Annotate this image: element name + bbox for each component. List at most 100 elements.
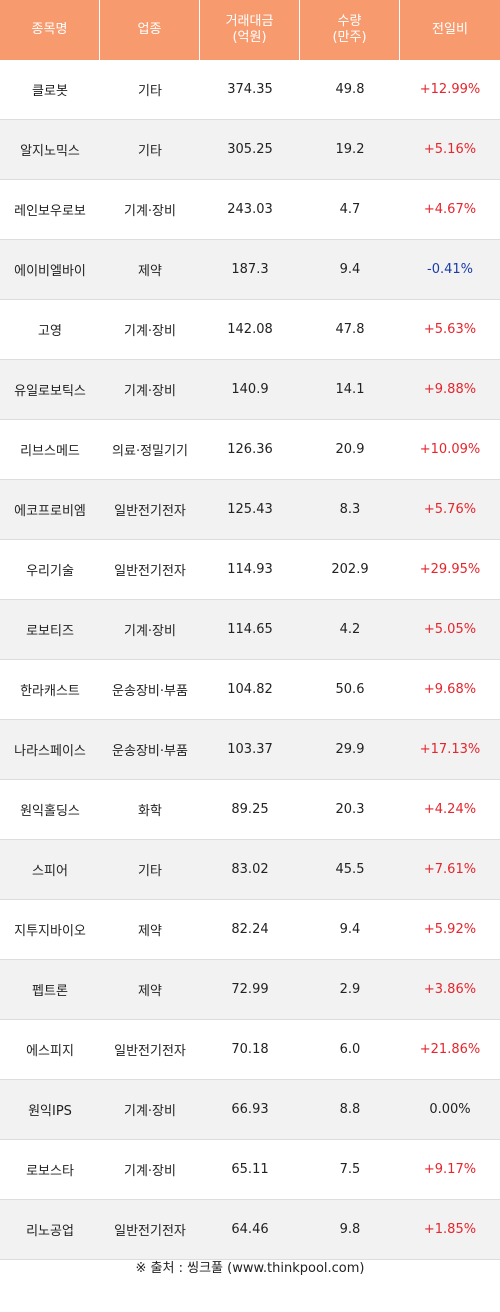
- volume-cell: 19.2: [300, 120, 400, 180]
- change-cell: +17.13%: [400, 720, 500, 780]
- header-sector: 업종: [100, 0, 200, 60]
- table-row: 에코프로비엠 일반전기전자 125.43 8.3 +5.76%: [0, 480, 500, 540]
- trading-amount-cell: 187.3: [200, 240, 300, 300]
- stock-name-cell: 스피어: [0, 840, 100, 900]
- trading-amount-cell: 305.25: [200, 120, 300, 180]
- table-row: 고영 기계·장비 142.08 47.8 +5.63%: [0, 300, 500, 360]
- table-row: 에이비엘바이 제약 187.3 9.4 -0.41%: [0, 240, 500, 300]
- trading-amount-cell: 72.99: [200, 960, 300, 1020]
- change-cell: +5.05%: [400, 600, 500, 660]
- stock-trading-table: 종목명 업종 거래대금 (억원) 수량 (만주) 전일비 클로봇 기타 374.35…: [0, 0, 500, 1260]
- table-row: 원익홀딩스 화학 89.25 20.3 +4.24%: [0, 780, 500, 840]
- volume-cell: 29.9: [300, 720, 400, 780]
- table-header: 종목명 업종 거래대금 (억원) 수량 (만주) 전일비: [0, 0, 500, 60]
- table-row: 로보티즈 기계·장비 114.65 4.2 +5.05%: [0, 600, 500, 660]
- trading-amount-cell: 140.9: [200, 360, 300, 420]
- table-row: 펩트론 제약 72.99 2.9 +3.86%: [0, 960, 500, 1020]
- trading-amount-cell: 83.02: [200, 840, 300, 900]
- stock-name-cell: 지투지바이오: [0, 900, 100, 960]
- table-body: 클로봇 기타 374.35 49.8 +12.99% 알지노믹스 기타 305.25 19.2 +…: [0, 60, 500, 1260]
- volume-cell: 14.1: [300, 360, 400, 420]
- sector-cell: 기계·장비: [100, 1080, 200, 1140]
- change-cell: +9.68%: [400, 660, 500, 720]
- sector-cell: 일반전기전자: [100, 1020, 200, 1080]
- change-cell: +29.95%: [400, 540, 500, 600]
- change-cell: +9.17%: [400, 1140, 500, 1200]
- stock-name-cell: 에스피지: [0, 1020, 100, 1080]
- sector-cell: 운송장비·부품: [100, 720, 200, 780]
- volume-cell: 49.8: [300, 60, 400, 120]
- sector-cell: 일반전기전자: [100, 480, 200, 540]
- change-cell: +9.88%: [400, 360, 500, 420]
- stock-name-cell: 클로봇: [0, 60, 100, 120]
- sector-cell: 일반전기전자: [100, 1200, 200, 1260]
- table-row: 나라스페이스 운송장비·부품 103.37 29.9 +17.13%: [0, 720, 500, 780]
- volume-cell: 45.5: [300, 840, 400, 900]
- stock-name-cell: 원익홀딩스: [0, 780, 100, 840]
- sector-cell: 기계·장비: [100, 600, 200, 660]
- stock-name-cell: 원익IPS: [0, 1080, 100, 1140]
- volume-cell: 9.4: [300, 240, 400, 300]
- sector-cell: 기계·장비: [100, 180, 200, 240]
- sector-cell: 기계·장비: [100, 360, 200, 420]
- table-row: 에스피지 일반전기전자 70.18 6.0 +21.86%: [0, 1020, 500, 1080]
- trading-amount-cell: 82.24: [200, 900, 300, 960]
- stock-name-cell: 한라캐스트: [0, 660, 100, 720]
- volume-cell: 20.9: [300, 420, 400, 480]
- volume-cell: 8.3: [300, 480, 400, 540]
- table-row: 알지노믹스 기타 305.25 19.2 +5.16%: [0, 120, 500, 180]
- trading-amount-cell: 66.93: [200, 1080, 300, 1140]
- trading-amount-cell: 89.25: [200, 780, 300, 840]
- sector-cell: 의료·정밀기기: [100, 420, 200, 480]
- volume-cell: 50.6: [300, 660, 400, 720]
- header-volume-label: 수량: [337, 14, 362, 29]
- table-row: 원익IPS 기계·장비 66.93 8.8 0.00%: [0, 1080, 500, 1140]
- change-cell: +5.92%: [400, 900, 500, 960]
- stock-name-cell: 리노공업: [0, 1200, 100, 1260]
- stock-name-cell: 펩트론: [0, 960, 100, 1020]
- sector-cell: 기계·장비: [100, 300, 200, 360]
- table-row: 우리기술 일반전기전자 114.93 202.9 +29.95%: [0, 540, 500, 600]
- volume-cell: 2.9: [300, 960, 400, 1020]
- volume-cell: 4.7: [300, 180, 400, 240]
- table-row: 스피어 기타 83.02 45.5 +7.61%: [0, 840, 500, 900]
- trading-amount-cell: 243.03: [200, 180, 300, 240]
- volume-cell: 20.3: [300, 780, 400, 840]
- sector-cell: 제약: [100, 960, 200, 1020]
- trading-amount-cell: 126.36: [200, 420, 300, 480]
- table-row: 로보스타 기계·장비 65.11 7.5 +9.17%: [0, 1140, 500, 1200]
- volume-cell: 7.5: [300, 1140, 400, 1200]
- stock-name-cell: 에코프로비엠: [0, 480, 100, 540]
- header-trading-amount-label: 거래대금: [225, 14, 274, 29]
- header-change: 전일비: [400, 0, 500, 60]
- volume-cell: 202.9: [300, 540, 400, 600]
- stock-name-cell: 유일로보틱스: [0, 360, 100, 420]
- table-row: 리브스메드 의료·정밀기기 126.36 20.9 +10.09%: [0, 420, 500, 480]
- table-row: 리노공업 일반전기전자 64.46 9.8 +1.85%: [0, 1200, 500, 1260]
- table-row: 레인보우로보 기계·장비 243.03 4.7 +4.67%: [0, 180, 500, 240]
- sector-cell: 운송장비·부품: [100, 660, 200, 720]
- change-cell: -0.41%: [400, 240, 500, 300]
- trading-amount-cell: 103.37: [200, 720, 300, 780]
- trading-amount-cell: 374.35: [200, 60, 300, 120]
- header-stock-name: 종목명: [0, 0, 100, 60]
- sector-cell: 기타: [100, 840, 200, 900]
- sector-cell: 기타: [100, 60, 200, 120]
- trading-amount-cell: 65.11: [200, 1140, 300, 1200]
- change-cell: +1.85%: [400, 1200, 500, 1260]
- change-cell: +7.61%: [400, 840, 500, 900]
- header-trading-amount-unit: (억원): [232, 30, 267, 45]
- stock-name-cell: 고영: [0, 300, 100, 360]
- header-volume-unit: (만주): [332, 30, 367, 45]
- trading-amount-cell: 125.43: [200, 480, 300, 540]
- header-volume: 수량 (만주): [300, 0, 400, 60]
- volume-cell: 8.8: [300, 1080, 400, 1140]
- stock-name-cell: 나라스페이스: [0, 720, 100, 780]
- sector-cell: 기계·장비: [100, 1140, 200, 1200]
- change-cell: +12.99%: [400, 60, 500, 120]
- header-trading-amount: 거래대금 (억원): [200, 0, 300, 60]
- volume-cell: 9.4: [300, 900, 400, 960]
- sector-cell: 제약: [100, 240, 200, 300]
- volume-cell: 9.8: [300, 1200, 400, 1260]
- change-cell: 0.00%: [400, 1080, 500, 1140]
